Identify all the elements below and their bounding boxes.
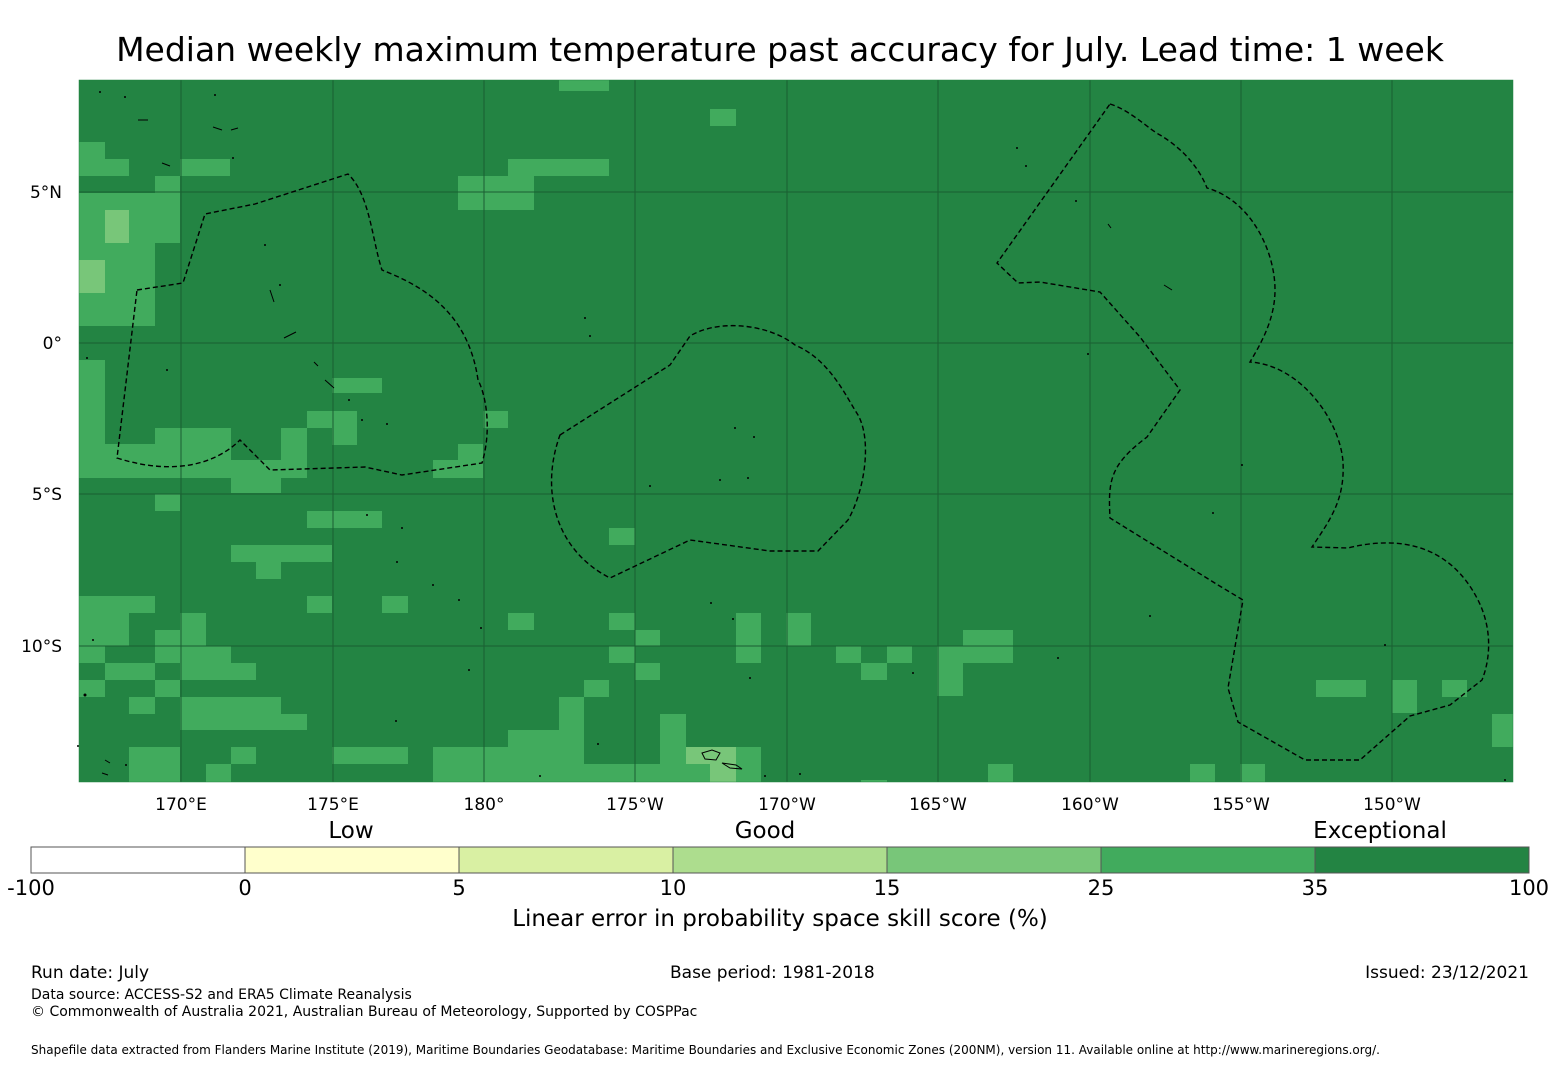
run-date: Run date: July [31, 963, 150, 983]
graticule [79, 80, 1513, 782]
island-upolu [701, 749, 721, 761]
copyright-notice: © Commonwealth of Australia 2021, Austra… [31, 1004, 698, 1020]
eez-phoenix [550, 325, 867, 579]
lon-tick: 170°E [155, 795, 207, 815]
colorbar-tick: 5 [452, 876, 466, 900]
colorbar-bin [672, 846, 888, 874]
lat-tick-labels: 5°N 0° 5°S 10°S [21, 183, 62, 657]
lat-tick: 10°S [21, 637, 62, 657]
colorbar-tick: -100 [7, 876, 55, 900]
lon-tick-labels: 170°E 175°E 180° 175°W 170°W 165°W 160°W… [155, 795, 1421, 815]
colorbar-tick: 35 [1301, 876, 1329, 900]
colorbar-bin [1100, 846, 1316, 874]
island-outlines [101, 119, 1173, 776]
legend-category-low: Low [328, 818, 374, 844]
lat-tick: 5°N [30, 183, 62, 203]
eez-line-islands [996, 103, 1490, 761]
skill-cells-25-35 [79, 80, 1513, 782]
map-title: Median weekly maximum temperature past a… [116, 30, 1444, 69]
eez-boundaries [116, 103, 1490, 761]
lon-tick: 155°W [1212, 795, 1270, 815]
lat-tick: 0° [43, 334, 62, 354]
map-panel [79, 80, 1513, 782]
lon-tick: 165°W [909, 795, 967, 815]
lon-tick: 160°W [1061, 795, 1119, 815]
colorbar [30, 846, 1530, 874]
colorbar-bin [886, 846, 1102, 874]
colorbar-tick: 25 [1087, 876, 1115, 900]
lat-tick: 5°S [32, 485, 62, 505]
issued-date: Issued: 23/12/2021 [1365, 963, 1529, 983]
colorbar-bin [244, 846, 460, 874]
lon-tick: 175°W [606, 795, 664, 815]
colorbar-tick: 15 [873, 876, 901, 900]
data-source: Data source: ACCESS-S2 and ERA5 Climate … [31, 987, 412, 1003]
colorbar-tick: 10 [659, 876, 687, 900]
base-period: Base period: 1981-2018 [670, 963, 875, 983]
skill-cells-15-25 [79, 210, 736, 782]
colorbar-tick: 0 [238, 876, 252, 900]
shapefile-credit: Shapefile data extracted from Flanders M… [31, 1043, 1380, 1057]
colorbar-tick: 100 [1508, 876, 1550, 900]
lon-tick: 180° [464, 795, 505, 815]
lon-tick: 175°E [307, 795, 359, 815]
small-islands [77, 91, 1506, 781]
colorbar-title: Linear error in probability space skill … [512, 906, 1048, 932]
eez-kiribati-gilberts [116, 173, 488, 476]
lon-tick: 170°W [758, 795, 816, 815]
colorbar-bin [30, 846, 246, 874]
legend-category-good: Good [734, 818, 796, 844]
colorbar-bin [1314, 846, 1530, 874]
colorbar-bin [458, 846, 674, 874]
legend-category-exceptional: Exceptional [1313, 818, 1447, 844]
island-tutuila [721, 762, 743, 770]
lon-tick: 150°W [1363, 795, 1421, 815]
